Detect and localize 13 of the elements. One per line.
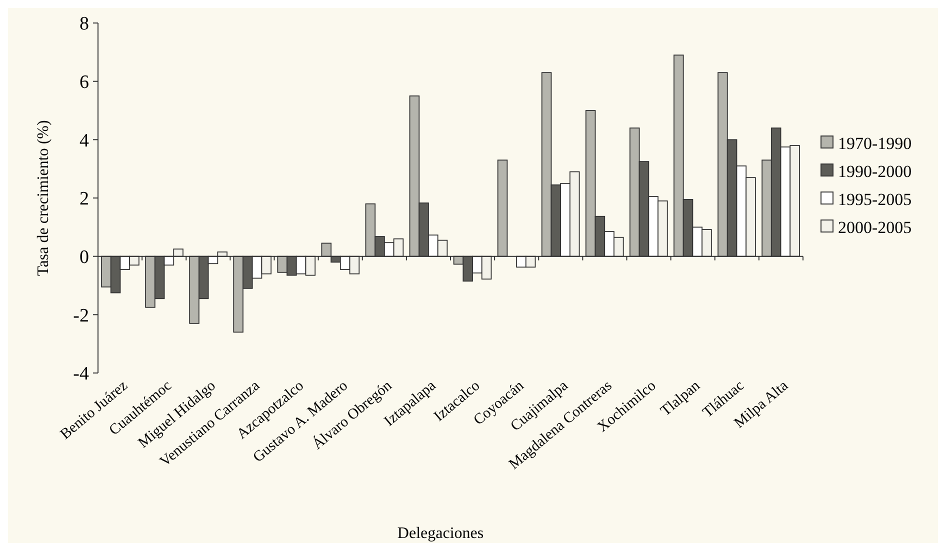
legend-label: 1990-2000 — [838, 162, 912, 181]
x-axis-title: Delegaciones — [397, 525, 484, 542]
y-tick-label: 2 — [80, 188, 89, 210]
legend-label: 1995-2005 — [838, 190, 912, 209]
y-tick-label: 6 — [80, 72, 89, 93]
y-tick-label: 0 — [80, 246, 89, 268]
legend-label: 2000-2005 — [838, 218, 912, 237]
y-axis-title: Tasa de crecimiento (%) — [35, 120, 52, 276]
y-tick-label: -4 — [73, 364, 90, 385]
legend-label: 1970-1990 — [838, 134, 912, 153]
y-tick-label: 4 — [80, 130, 90, 152]
y-tick-label: -2 — [73, 305, 89, 326]
y-tick-label: 8 — [80, 14, 89, 35]
